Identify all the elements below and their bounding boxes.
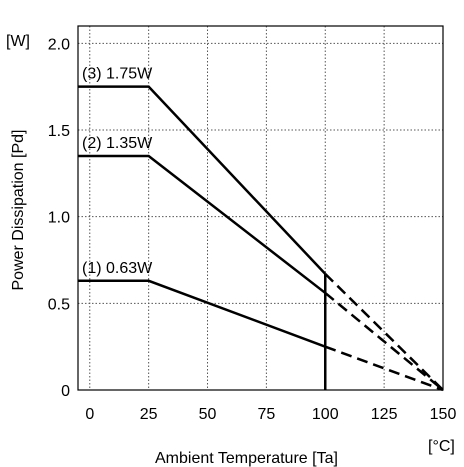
plot-frame <box>77 25 444 391</box>
x-axis-title: Ambient Temperature [Ta] <box>155 450 338 467</box>
x-tick-label: 150 <box>430 406 457 423</box>
grid-lines <box>78 26 443 390</box>
series-line-dashed <box>324 345 444 392</box>
x-tick-labels: 0 25 50 75 100 125 150 <box>85 406 456 423</box>
x-unit-label: [°C] <box>428 438 455 455</box>
series-label: (3) 1.75W <box>82 66 153 83</box>
y-tick-label: 1.0 <box>48 210 70 227</box>
y-tick-labels: 0 0.5 1.0 1.5 2.0 <box>48 36 70 400</box>
series-line-solid <box>78 154 327 294</box>
series-line-dashed <box>324 291 444 391</box>
x-tick-label: 50 <box>199 406 217 423</box>
x-tick-label: 125 <box>371 406 398 423</box>
series-line-solid <box>78 85 327 275</box>
y-tick-label: 1.5 <box>48 123 70 140</box>
y-axis-title: Power Dissipation [Pd] <box>10 130 27 291</box>
x-tick-label: 25 <box>140 406 158 423</box>
series-label: (2) 1.35W <box>82 135 153 152</box>
series-line-dashed <box>324 272 444 391</box>
x-tick-label: 100 <box>312 406 339 423</box>
y-tick-label: 0 <box>61 383 70 400</box>
series-labels: (1) 0.63W (2) 1.35W (3) 1.75W <box>82 66 153 277</box>
x-tick-label: 75 <box>257 406 275 423</box>
series-line-solid <box>78 279 326 348</box>
y-unit-label: [W] <box>6 33 30 50</box>
series-lines <box>78 85 444 392</box>
series-label: (1) 0.63W <box>82 260 153 277</box>
y-tick-label: 2.0 <box>48 36 70 53</box>
x-tick-label: 0 <box>85 406 94 423</box>
y-tick-label: 0.5 <box>48 296 70 313</box>
